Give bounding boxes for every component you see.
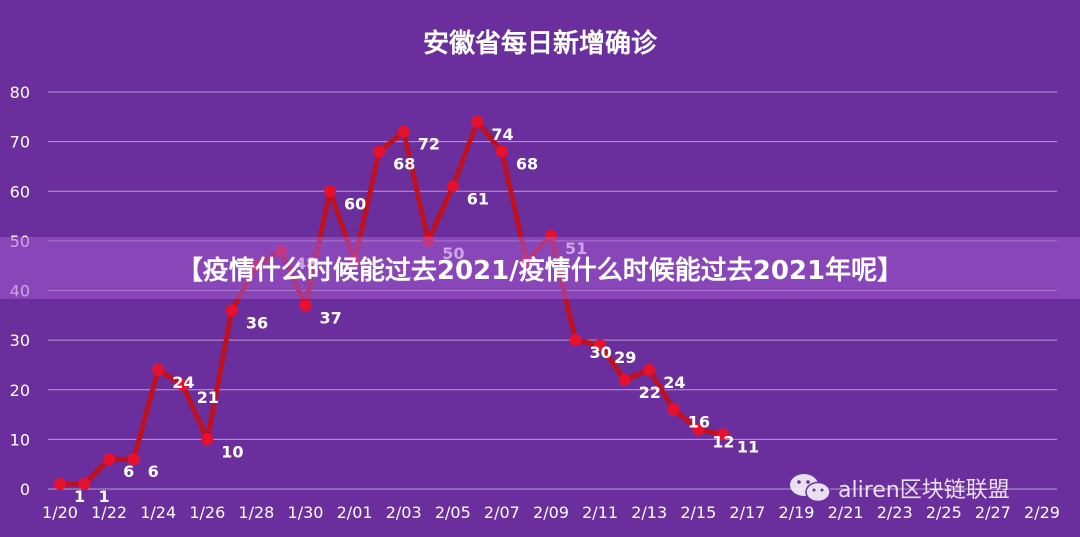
- data-label: 16: [688, 413, 710, 432]
- data-label: 29: [614, 348, 636, 367]
- x-tick-label: 2/29: [1024, 503, 1060, 522]
- data-point: [594, 339, 607, 352]
- x-tick-label: 1/20: [42, 503, 78, 522]
- data-label: 1: [74, 487, 85, 506]
- x-tick-label: 2/03: [386, 503, 422, 522]
- data-point: [667, 403, 680, 416]
- data-point: [176, 378, 189, 391]
- series: [54, 115, 729, 491]
- data-point: [324, 185, 337, 198]
- watermark-text: aliren区块链联盟: [838, 478, 1010, 503]
- y-tick-label: 20: [10, 381, 30, 400]
- y-tick-label: 0: [20, 480, 30, 499]
- data-label: 30: [590, 343, 612, 362]
- data-point: [373, 145, 386, 158]
- data-point: [618, 373, 631, 386]
- x-tick-label: 1/26: [189, 503, 225, 522]
- x-tick-label: 2/13: [631, 503, 667, 522]
- x-axis-ticks: 1/20 1/22 1/24 1/26 1/28 1/30 2/01 2/03 2/05 2/07…: [42, 503, 1060, 522]
- x-tick-label: 1/24: [140, 503, 176, 522]
- data-point: [471, 115, 484, 128]
- title-banner: 【疫情什么时候能过去2021/疫情什么时候能过去2021年呢】: [0, 237, 1080, 299]
- x-tick-label: 2/11: [582, 503, 618, 522]
- watermark: aliren区块链联盟: [788, 472, 1010, 504]
- data-point: [716, 428, 729, 441]
- x-tick-label: 2/05: [435, 503, 471, 522]
- data-label: 36: [246, 313, 268, 332]
- data-label: 61: [467, 189, 489, 208]
- x-tick-label: 2/27: [975, 503, 1011, 522]
- banner-text: 【疫情什么时候能过去2021/疫情什么时候能过去2021年呢】: [176, 255, 904, 286]
- data-point: [569, 334, 582, 347]
- data-point: [643, 363, 656, 376]
- x-tick-label: 1/28: [238, 503, 274, 522]
- data-label: 21: [197, 388, 219, 407]
- data-point: [103, 453, 116, 466]
- x-tick-label: 1/22: [91, 503, 127, 522]
- x-tick-label: 2/21: [828, 503, 864, 522]
- data-label: 60: [344, 194, 366, 213]
- series-line: [60, 119, 724, 487]
- x-tick-label: 2/25: [926, 503, 962, 522]
- data-point: [495, 145, 508, 158]
- data-label: 10: [221, 442, 243, 461]
- data-label: 24: [172, 373, 194, 392]
- chart-title: 安徽省每日新增确诊: [423, 28, 658, 59]
- data-label: 6: [148, 462, 159, 481]
- data-point: [397, 125, 410, 138]
- x-tick-label: 2/01: [337, 503, 373, 522]
- data-label: 37: [320, 308, 342, 327]
- x-tick-label: 2/19: [779, 503, 815, 522]
- y-tick-label: 60: [10, 182, 30, 201]
- y-tick-label: 80: [10, 83, 30, 102]
- data-label: 74: [491, 125, 513, 144]
- data-label: 24: [663, 373, 685, 392]
- data-point: [127, 453, 140, 466]
- y-tick-label: 10: [10, 430, 30, 449]
- data-point: [78, 478, 91, 491]
- data-point: [152, 363, 165, 376]
- y-tick-label: 70: [10, 133, 30, 152]
- x-tick-label: 2/15: [680, 503, 716, 522]
- data-label: 22: [639, 383, 661, 402]
- data-label: 1: [99, 487, 110, 506]
- data-label: 12: [712, 432, 734, 451]
- data-point: [446, 180, 459, 193]
- data-label: 72: [418, 135, 440, 154]
- data-point: [201, 433, 214, 446]
- data-label: 6: [123, 462, 134, 481]
- data-point: [225, 304, 238, 317]
- data-label: 68: [516, 155, 538, 174]
- data-point: [692, 423, 705, 436]
- x-tick-label: 2/23: [877, 503, 913, 522]
- data-label: 11: [737, 437, 759, 456]
- data-point: [54, 478, 66, 491]
- x-tick-label: 1/30: [288, 503, 324, 522]
- x-tick-label: 2/07: [484, 503, 520, 522]
- y-tick-label: 30: [10, 331, 30, 350]
- x-tick-label: 2/09: [533, 503, 569, 522]
- data-label: 68: [393, 155, 415, 174]
- data-point: [299, 299, 312, 312]
- x-tick-label: 2/17: [729, 503, 765, 522]
- wechat-icon: [790, 474, 831, 503]
